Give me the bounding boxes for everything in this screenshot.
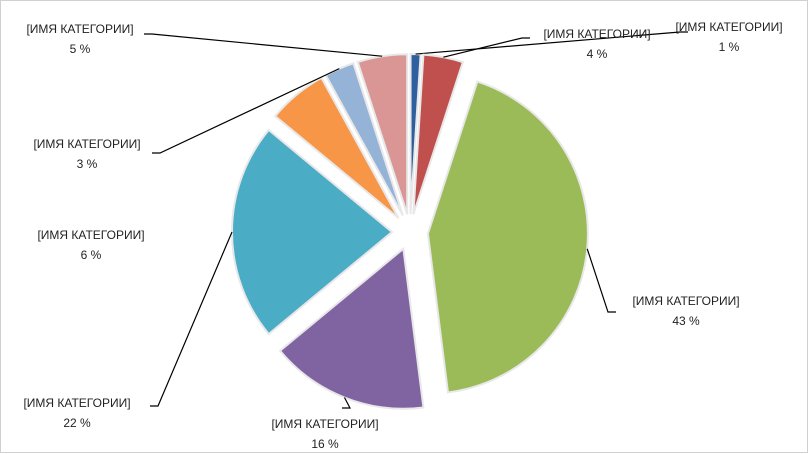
value-label: 43 %	[672, 314, 700, 328]
value-label: 22 %	[63, 416, 91, 430]
value-label: 3 %	[77, 157, 98, 171]
pie-slice	[273, 76, 400, 219]
value-label: 1 %	[719, 40, 740, 54]
category-label: [ИМЯ КАТЕГОРИИ]	[37, 228, 144, 242]
leader-line	[150, 231, 233, 407]
leader-line	[415, 31, 688, 55]
category-label: [ИМЯ КАТЕГОРИИ]	[271, 417, 378, 431]
pie-slice	[356, 53, 409, 215]
value-label: 6 %	[81, 248, 102, 262]
value-label: 16 %	[311, 437, 339, 451]
category-label: [ИМЯ КАТЕГОРИИ]	[632, 294, 739, 308]
leader-line	[443, 37, 530, 58]
leader-line	[144, 33, 383, 57]
pie-slice	[426, 80, 589, 394]
value-label: 5 %	[70, 42, 91, 56]
pie-slice	[409, 53, 422, 215]
value-label: 4 %	[587, 47, 608, 61]
leader-line	[152, 68, 340, 154]
category-label: [ИМЯ КАТЕГОРИИ]	[26, 22, 133, 36]
category-label: [ИМЯ КАТЕГОРИИ]	[33, 137, 140, 151]
pie-slice	[278, 246, 425, 410]
category-label: [ИМЯ КАТЕГОРИИ]	[23, 396, 130, 410]
category-label: [ИМЯ КАТЕГОРИИ]	[543, 27, 650, 41]
leader-line	[342, 397, 351, 409]
leader-line	[586, 248, 616, 313]
pie-slice	[231, 128, 394, 336]
category-label: [ИМЯ КАТЕГОРИИ]	[675, 20, 782, 34]
